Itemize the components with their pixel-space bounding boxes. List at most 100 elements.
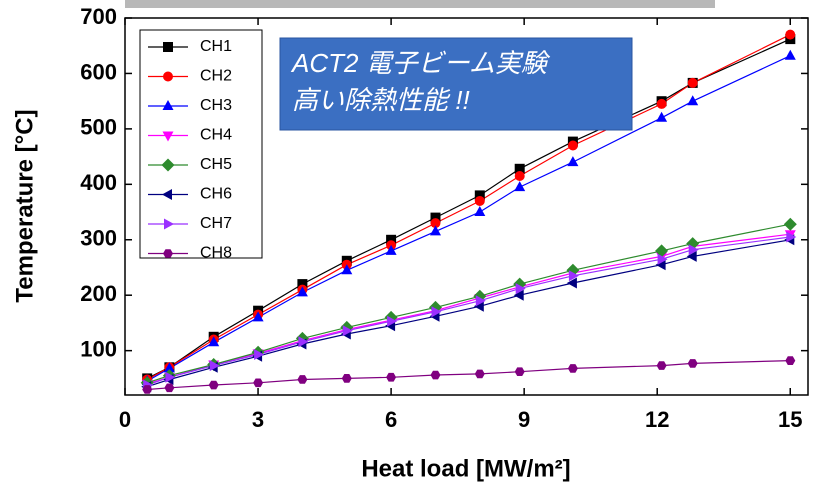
marker bbox=[163, 362, 175, 373]
marker bbox=[688, 244, 699, 256]
marker bbox=[784, 49, 796, 60]
marker bbox=[785, 29, 796, 40]
marker bbox=[385, 244, 397, 255]
marker bbox=[474, 206, 486, 216]
marker bbox=[566, 277, 577, 289]
legend-label: CH3 bbox=[200, 97, 232, 114]
marker bbox=[165, 371, 176, 383]
marker bbox=[514, 171, 525, 182]
marker bbox=[209, 360, 220, 372]
legend-marker bbox=[162, 189, 172, 200]
marker bbox=[387, 315, 398, 327]
marker bbox=[514, 181, 526, 192]
legend-marker bbox=[161, 158, 175, 172]
x-tick-label: 15 bbox=[778, 407, 802, 432]
marker bbox=[252, 311, 264, 322]
plot-frame bbox=[124, 17, 809, 396]
marker bbox=[785, 356, 796, 365]
marker bbox=[786, 231, 797, 243]
marker bbox=[474, 369, 485, 379]
legend-marker bbox=[163, 249, 173, 258]
marker bbox=[656, 98, 667, 109]
series-line bbox=[147, 239, 791, 388]
legend-label: CH7 bbox=[200, 215, 232, 232]
marker bbox=[687, 77, 698, 88]
marker bbox=[687, 359, 698, 368]
series-line bbox=[147, 223, 791, 384]
marker bbox=[783, 217, 797, 231]
marker bbox=[298, 336, 309, 348]
series-line bbox=[146, 38, 791, 379]
marker bbox=[297, 375, 308, 384]
legend-label: CH5 bbox=[200, 156, 232, 173]
marker bbox=[513, 289, 524, 301]
y-tick-label: 700 bbox=[80, 4, 117, 29]
marker bbox=[657, 253, 668, 265]
marker bbox=[430, 370, 441, 380]
series-line bbox=[146, 55, 791, 382]
marker bbox=[342, 325, 353, 337]
marker bbox=[208, 336, 220, 347]
marker bbox=[430, 218, 441, 229]
cropped-banner bbox=[125, 0, 715, 8]
marker bbox=[386, 372, 397, 382]
plot-area bbox=[140, 29, 797, 394]
marker bbox=[208, 380, 219, 390]
marker bbox=[687, 95, 699, 106]
x-tick-label: 12 bbox=[645, 407, 669, 432]
legend-marker bbox=[162, 131, 174, 142]
marker bbox=[296, 286, 308, 297]
x-tick-label: 3 bbox=[252, 407, 264, 432]
legend-marker bbox=[162, 100, 174, 110]
x-axis-label: Heat load [MW/m²] bbox=[361, 455, 570, 482]
x-tick-label: 9 bbox=[518, 407, 530, 432]
marker bbox=[568, 270, 579, 282]
legend-label: CH2 bbox=[200, 68, 232, 85]
marker bbox=[655, 259, 666, 271]
legend-marker bbox=[163, 42, 173, 52]
marker bbox=[473, 300, 484, 312]
legend-label: CH1 bbox=[200, 38, 232, 55]
legend bbox=[139, 29, 263, 259]
series-line bbox=[147, 236, 791, 386]
y-axis-label: Temperature [°C] bbox=[11, 109, 38, 302]
y-tick-label: 100 bbox=[80, 336, 117, 361]
y-tick-label: 300 bbox=[80, 226, 117, 251]
annotation-box bbox=[279, 37, 633, 131]
annotation: 高い除熱性能 !! bbox=[292, 85, 470, 115]
marker bbox=[341, 264, 353, 275]
annotation: ACT2 電子ビーム実験 bbox=[290, 48, 551, 78]
marker bbox=[430, 225, 441, 236]
marker bbox=[474, 195, 485, 206]
series-line bbox=[146, 34, 791, 381]
legend-label: CH8 bbox=[200, 245, 232, 262]
x-tick-label: 0 bbox=[119, 407, 131, 432]
series-line bbox=[147, 360, 791, 391]
y-tick-label: 500 bbox=[80, 115, 117, 140]
marker bbox=[254, 349, 265, 360]
legend-label: CH6 bbox=[200, 186, 232, 203]
marker bbox=[164, 383, 175, 393]
marker bbox=[656, 111, 668, 122]
legend-label: CH4 bbox=[200, 127, 232, 144]
marker bbox=[253, 378, 264, 388]
marker bbox=[514, 163, 525, 174]
y-tick-label: 200 bbox=[80, 281, 117, 306]
marker bbox=[686, 250, 697, 262]
y-tick-label: 400 bbox=[80, 170, 117, 195]
marker bbox=[515, 283, 526, 295]
legend-marker bbox=[163, 71, 173, 82]
y-tick-label: 600 bbox=[80, 59, 117, 84]
marker bbox=[514, 367, 525, 376]
legend-marker bbox=[164, 218, 174, 230]
x-tick-label: 6 bbox=[385, 407, 397, 432]
marker bbox=[656, 361, 667, 370]
marker bbox=[431, 306, 442, 318]
marker bbox=[567, 364, 578, 373]
marker bbox=[567, 140, 578, 151]
marker bbox=[142, 385, 153, 394]
marker bbox=[341, 374, 352, 383]
marker bbox=[475, 295, 486, 307]
